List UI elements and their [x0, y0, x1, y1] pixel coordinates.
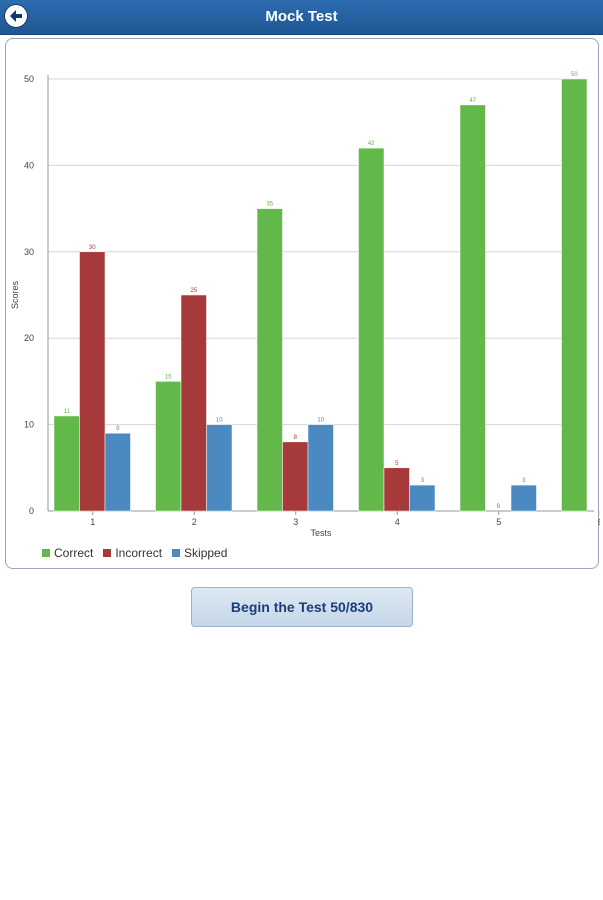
- data-label: 0: [497, 504, 501, 510]
- legend-item-correct: Correct: [42, 546, 93, 560]
- legend-item-incorrect: Incorrect: [103, 546, 162, 560]
- legend-label: Correct: [54, 546, 94, 560]
- data-label: 15: [165, 374, 172, 380]
- legend-label: Incorrect: [115, 546, 163, 560]
- bar-correct-3: [256, 208, 283, 512]
- page-title: Mock Test: [265, 8, 338, 25]
- bar-correct-4: [358, 147, 385, 512]
- data-label: 35: [266, 202, 273, 208]
- bar-skipped-3: [307, 424, 334, 512]
- y-tick-label: 0: [29, 506, 34, 516]
- bar-incorrect-3: [282, 441, 309, 512]
- x-tick-label: 4: [395, 517, 400, 527]
- bar-correct-2: [155, 381, 182, 512]
- back-button[interactable]: [4, 4, 28, 28]
- legend-swatch: [103, 549, 112, 557]
- legend-item-skipped: Skipped: [172, 546, 227, 560]
- bar-incorrect-1: [79, 251, 106, 512]
- bar-incorrect-2: [180, 294, 207, 512]
- data-label: 47: [469, 98, 476, 104]
- legend-label: Skipped: [184, 546, 228, 560]
- y-tick-label: 50: [24, 74, 34, 84]
- data-label: 3: [522, 478, 526, 484]
- x-tick-label: 2: [192, 517, 197, 527]
- scores-chart: 0102030405012345611153542475030258509101…: [10, 72, 600, 538]
- chart-legend: Correct Incorrect Skipped: [42, 545, 237, 561]
- data-label: 42: [368, 141, 375, 147]
- y-tick-label: 40: [24, 160, 34, 170]
- x-tick-label: 3: [293, 517, 298, 527]
- bar-skipped-5: [510, 484, 537, 512]
- y-tick-label: 10: [24, 420, 34, 430]
- bar-incorrect-4: [383, 467, 410, 512]
- bar-correct-6: [561, 78, 588, 512]
- chart-card: 0102030405012345611153542475030258509101…: [5, 38, 600, 569]
- bar-skipped-1: [104, 432, 131, 512]
- data-label: 10: [317, 418, 324, 424]
- data-label: 50: [571, 72, 578, 78]
- data-label: 30: [89, 245, 96, 251]
- begin-test-button[interactable]: Begin the Test 50/830: [191, 587, 413, 627]
- top-bar: Mock Test: [0, 0, 603, 35]
- data-label: 8: [294, 435, 298, 441]
- data-label: 9: [116, 426, 120, 432]
- bar-correct-5: [459, 104, 486, 512]
- back-arrow-icon: [10, 10, 22, 22]
- data-label: 3: [421, 478, 425, 484]
- data-label: 11: [64, 409, 71, 415]
- bar-skipped-2: [206, 424, 233, 512]
- bar-correct-1: [53, 415, 80, 512]
- x-tick-label: 1: [90, 517, 95, 527]
- data-label: 10: [216, 418, 223, 424]
- x-axis-label: Tests: [310, 528, 332, 538]
- legend-swatch: [42, 549, 50, 557]
- bar-skipped-4: [409, 484, 436, 512]
- legend-swatch: [172, 549, 181, 557]
- y-tick-label: 30: [24, 247, 34, 257]
- x-tick-label: 6: [598, 517, 600, 527]
- y-tick-label: 20: [24, 333, 34, 343]
- x-tick-label: 5: [496, 517, 501, 527]
- y-axis-label: Scores: [10, 280, 20, 309]
- data-label: 5: [395, 461, 399, 467]
- data-label: 25: [190, 288, 197, 294]
